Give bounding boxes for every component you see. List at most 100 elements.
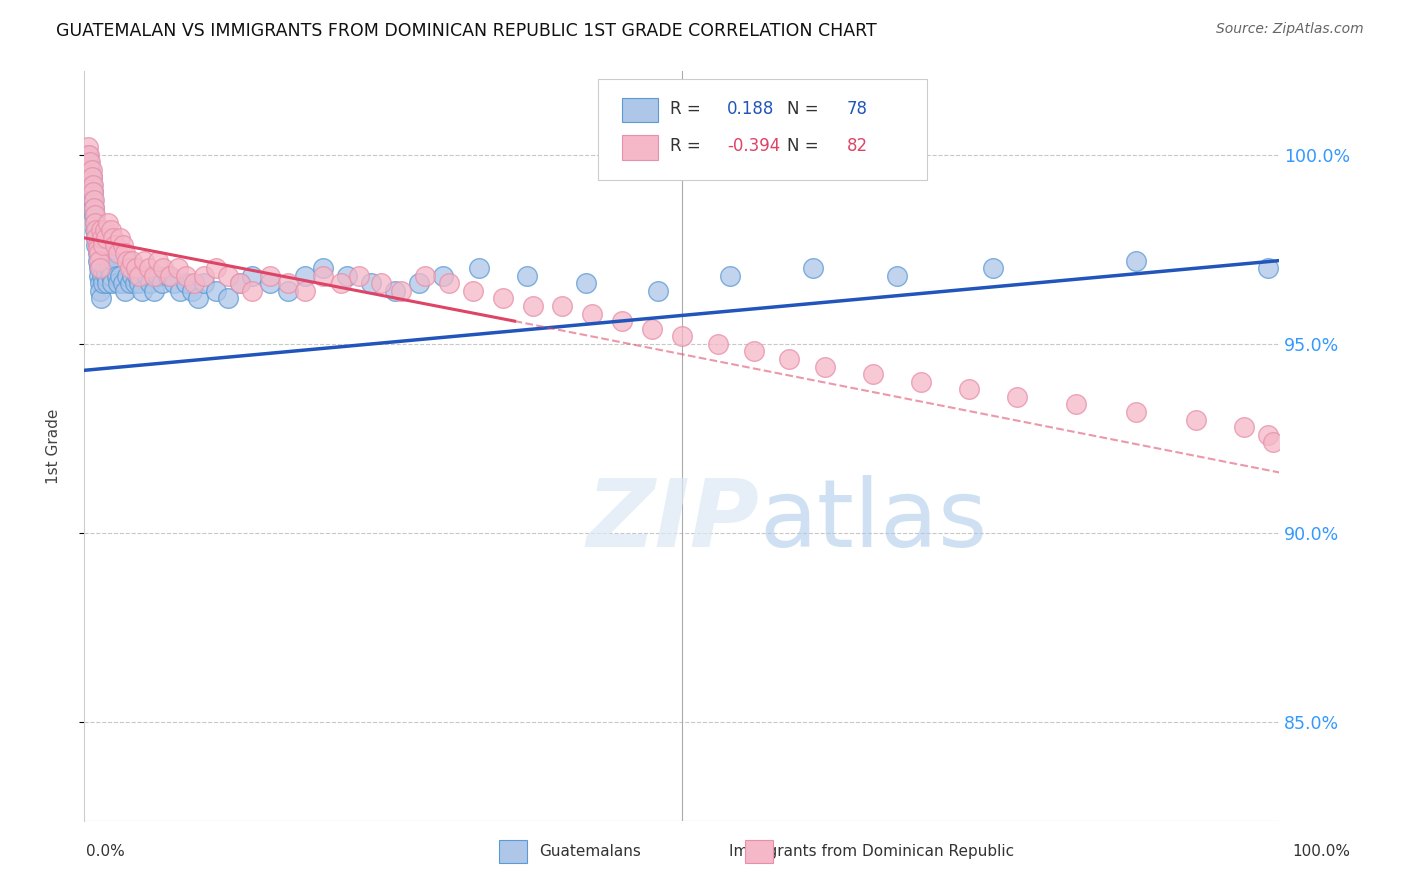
Point: [1125, 253, 1147, 268]
Point: [516, 268, 538, 283]
Point: [159, 268, 181, 283]
Point: [157, 268, 180, 283]
Point: [187, 292, 209, 306]
Point: [169, 284, 191, 298]
Point: [349, 268, 371, 283]
Point: [671, 329, 693, 343]
Point: [83, 201, 105, 215]
Point: [131, 284, 153, 298]
Point: [612, 314, 634, 328]
Point: [432, 268, 454, 283]
Point: [114, 284, 136, 298]
Point: [862, 367, 884, 381]
Point: [97, 216, 120, 230]
Point: [166, 261, 188, 276]
Point: [1125, 405, 1147, 419]
Point: [94, 231, 117, 245]
Point: [84, 208, 107, 222]
Point: [125, 261, 148, 276]
Point: [551, 299, 574, 313]
Point: [124, 277, 146, 291]
Point: [336, 268, 359, 283]
Point: [77, 147, 100, 161]
Point: [89, 277, 111, 291]
Point: [277, 284, 299, 298]
Text: GUATEMALAN VS IMMIGRANTS FROM DOMINICAN REPUBLIC 1ST GRADE CORRELATION CHART: GUATEMALAN VS IMMIGRANTS FROM DOMINICAN …: [56, 22, 877, 40]
Point: [132, 253, 156, 268]
Point: [312, 261, 335, 276]
Point: [522, 299, 544, 313]
Point: [389, 284, 412, 298]
Point: [384, 284, 406, 298]
Text: N =: N =: [787, 100, 818, 118]
Point: [128, 277, 150, 291]
Point: [79, 155, 101, 169]
Point: [91, 268, 114, 283]
Point: [84, 216, 107, 230]
Point: [84, 216, 107, 230]
Point: [86, 231, 108, 245]
Point: [125, 268, 148, 283]
Point: [87, 246, 110, 260]
Point: [86, 238, 108, 252]
Point: [117, 268, 139, 283]
Text: 100.0%: 100.0%: [1292, 845, 1351, 859]
Point: [90, 223, 112, 237]
Point: [142, 268, 165, 283]
Text: N =: N =: [787, 137, 818, 155]
Point: [277, 277, 299, 291]
Point: [413, 268, 436, 283]
Point: [87, 268, 110, 283]
Point: [121, 253, 143, 268]
Point: [437, 277, 460, 291]
Point: [77, 147, 100, 161]
Point: [742, 344, 765, 359]
Point: [93, 277, 115, 291]
Point: [80, 170, 103, 185]
Point: [193, 277, 215, 291]
Point: [114, 246, 136, 260]
Point: [150, 277, 173, 291]
Text: 78: 78: [846, 100, 868, 118]
Point: [575, 277, 598, 291]
Point: [93, 238, 115, 252]
Point: [148, 253, 170, 268]
Point: [82, 186, 104, 200]
Point: [83, 208, 105, 222]
Point: [468, 261, 491, 276]
Point: [1263, 435, 1285, 450]
Point: [174, 277, 197, 291]
Point: [259, 277, 281, 291]
Point: [90, 292, 112, 306]
Point: [101, 231, 124, 245]
Point: [111, 238, 134, 252]
Point: [89, 284, 111, 298]
Point: [163, 277, 186, 291]
Point: [217, 268, 239, 283]
Point: [148, 268, 170, 283]
Point: [86, 223, 108, 237]
Point: [229, 277, 252, 291]
Point: [82, 186, 104, 200]
Point: [80, 170, 103, 185]
Point: [91, 231, 114, 245]
FancyBboxPatch shape: [623, 135, 658, 160]
Text: ZIP: ZIP: [586, 475, 759, 567]
Point: [1257, 427, 1279, 442]
Text: Immigrants from Dominican Republic: Immigrants from Dominican Republic: [730, 845, 1014, 859]
Point: [87, 261, 110, 276]
Point: [461, 284, 484, 298]
Point: [1066, 397, 1088, 411]
Point: [647, 284, 669, 298]
Point: [77, 155, 100, 169]
Point: [86, 242, 108, 256]
Point: [294, 268, 316, 283]
Point: [98, 261, 121, 276]
Point: [100, 223, 122, 237]
Point: [581, 307, 603, 321]
Point: [82, 178, 104, 192]
Point: [86, 253, 108, 268]
Point: [240, 268, 263, 283]
Text: Source: ZipAtlas.com: Source: ZipAtlas.com: [1216, 22, 1364, 37]
Point: [1185, 412, 1208, 426]
